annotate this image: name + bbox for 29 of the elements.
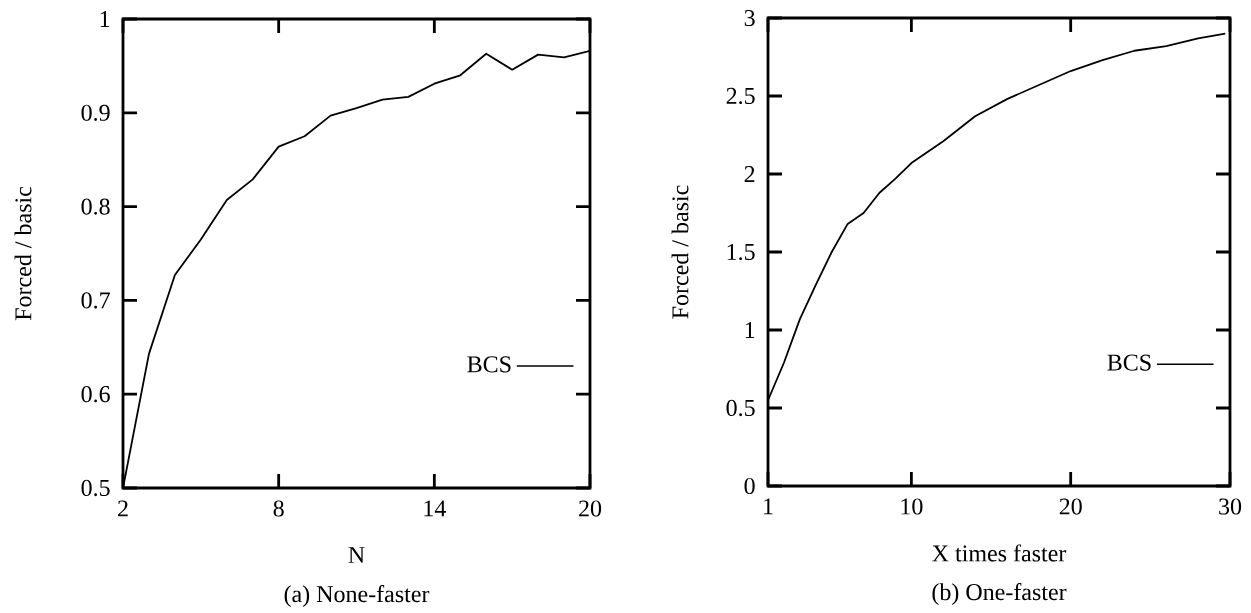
y-tick-label: 0.5 bbox=[81, 479, 110, 497]
y-tick-label: 1 bbox=[100, 11, 110, 27]
x-tick-label: 2 bbox=[118, 500, 128, 517]
y-tick-label: 1 bbox=[745, 322, 755, 338]
y-tick-label: 0.9 bbox=[81, 104, 110, 121]
x-tick-label: 20 bbox=[1059, 498, 1082, 515]
y-tick-label: 3 bbox=[744, 9, 755, 27]
y-axis-title: Forced / basic bbox=[14, 186, 32, 321]
y-axis-title: Forced / basic bbox=[671, 185, 689, 319]
x-axis-title: X times faster bbox=[932, 544, 1067, 562]
x-tick-label: 8 bbox=[273, 500, 284, 517]
y-tick-label: 2.5 bbox=[726, 87, 755, 105]
y-tick-label: 2 bbox=[744, 166, 755, 182]
y-tick-label: 1.5 bbox=[727, 243, 755, 261]
x-tick-label: 20 bbox=[579, 500, 602, 517]
y-tick-label: 0 bbox=[744, 477, 755, 495]
x-tick-label: 14 bbox=[424, 500, 446, 517]
legend-label: BCS bbox=[467, 356, 511, 373]
text: (b) One-faster bbox=[932, 583, 1067, 606]
y-tick-label: 0.7 bbox=[81, 292, 110, 309]
legend-label: BCS bbox=[1107, 354, 1151, 371]
x-axis-title: N bbox=[348, 547, 365, 563]
x-tick-label: 1 bbox=[764, 498, 773, 515]
y-tick-label: 0.5 bbox=[726, 399, 755, 417]
y-tick-label: 0.8 bbox=[81, 198, 110, 215]
y-tick-label: 0.6 bbox=[81, 386, 110, 403]
x-tick-label: 10 bbox=[901, 498, 923, 515]
x-tick-label: 30 bbox=[1219, 498, 1242, 515]
text: (a) None-faster bbox=[284, 585, 430, 608]
